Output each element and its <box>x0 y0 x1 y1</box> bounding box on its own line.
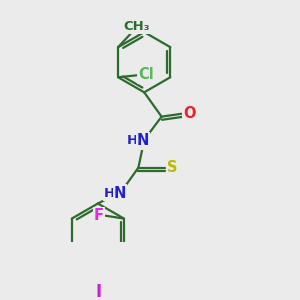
Text: N: N <box>137 134 149 148</box>
Text: S: S <box>167 160 177 175</box>
Text: H: H <box>104 187 115 200</box>
Text: H: H <box>127 134 138 148</box>
Text: CH₃: CH₃ <box>123 20 150 33</box>
Text: O: O <box>183 106 196 121</box>
Text: F: F <box>94 208 104 223</box>
Text: Cl: Cl <box>139 68 154 82</box>
Text: I: I <box>96 283 102 300</box>
Text: N: N <box>114 186 126 201</box>
